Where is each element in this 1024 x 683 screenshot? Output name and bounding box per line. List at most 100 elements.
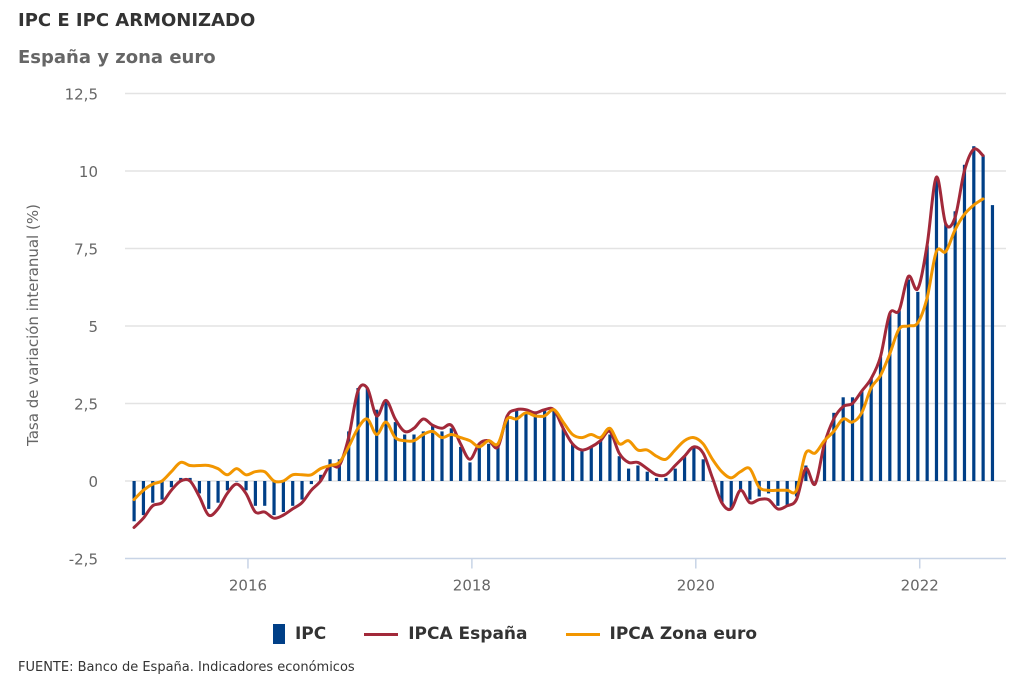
bar — [654, 477, 659, 481]
bar — [571, 443, 575, 481]
bar — [253, 481, 257, 506]
bar — [300, 481, 304, 500]
legend: IPC IPCA España IPCA Zona euro — [0, 624, 1024, 644]
bar — [347, 431, 351, 481]
y-tick-label: -2,5 — [69, 551, 98, 569]
bar — [962, 164, 967, 482]
ipc-bars — [132, 146, 995, 522]
line-ipca-espana — [132, 147, 985, 529]
bar — [645, 471, 649, 481]
bar — [403, 434, 407, 481]
source-note: FUENTE: Banco de España. Indicadores eco… — [18, 660, 355, 675]
bar — [309, 481, 313, 485]
legend-item-ipc[interactable]: IPC — [272, 624, 327, 644]
bar — [151, 481, 155, 503]
series-lines — [132, 147, 985, 529]
bar — [785, 481, 789, 506]
bar — [197, 481, 202, 494]
legend-item-ipca-zona-euro[interactable]: IPCA Zona euro — [565, 624, 758, 644]
bar — [580, 450, 584, 481]
bar — [225, 481, 229, 491]
bar — [720, 481, 724, 503]
bar — [804, 465, 808, 481]
bar — [626, 468, 631, 481]
bar — [561, 428, 565, 481]
bar — [141, 481, 146, 516]
bar — [263, 481, 267, 506]
x-axis: 2016 2018 2020 2022 — [125, 557, 1006, 595]
y-tick-label: 0 — [88, 473, 98, 491]
bar — [449, 428, 453, 481]
bar — [477, 446, 481, 481]
bar — [701, 459, 705, 481]
bar — [850, 397, 855, 481]
bar — [487, 443, 491, 481]
bar — [673, 468, 677, 481]
y-tick-label: 12,5 — [65, 86, 98, 104]
bar — [291, 481, 295, 506]
y-tick-label: 5 — [88, 318, 98, 336]
y-axis-label: Tasa de variación interanual (%) — [24, 204, 42, 447]
bar — [543, 409, 547, 481]
bar — [421, 431, 425, 481]
bar — [990, 205, 995, 481]
y-tick-label: 7,5 — [74, 241, 98, 259]
bar — [916, 291, 920, 481]
x-tick-label: 2018 — [453, 577, 491, 595]
bar — [608, 434, 612, 481]
bar — [412, 434, 416, 481]
x-tick-label: 2022 — [901, 577, 939, 595]
bar — [552, 409, 556, 481]
bar — [281, 481, 285, 512]
y-tick-label: 10 — [79, 163, 98, 181]
bar — [617, 456, 621, 481]
bar — [748, 481, 752, 500]
bar — [216, 481, 220, 503]
bar — [776, 481, 780, 506]
y-axis-ticks: -2,5 0 2,5 5 7,5 10 12,5 — [65, 86, 98, 569]
bar — [431, 425, 435, 481]
bar — [682, 456, 687, 481]
bar — [878, 357, 883, 481]
bar — [981, 155, 985, 481]
bar — [235, 481, 239, 482]
legend-label: IPC — [294, 624, 327, 644]
bar — [664, 477, 668, 481]
chart-subtitle: España y zona euro — [18, 47, 216, 68]
bar — [365, 388, 369, 481]
bar — [375, 409, 379, 481]
x-tick-label: 2016 — [229, 577, 267, 595]
y-tick-label: 2,5 — [74, 396, 98, 414]
legend-label: IPCA Zona euro — [609, 624, 758, 644]
x-tick-label: 2020 — [677, 577, 715, 595]
gridlines — [125, 92, 1006, 482]
bar — [869, 378, 873, 481]
bar — [599, 440, 603, 481]
bar — [944, 223, 948, 481]
bar — [832, 412, 836, 481]
bar — [244, 481, 248, 491]
bar — [459, 446, 463, 481]
bar — [841, 397, 845, 481]
bar — [319, 474, 323, 481]
bar — [906, 279, 911, 481]
chart-title: IPC E IPC ARMONIZADO — [18, 10, 256, 31]
bar — [888, 313, 892, 481]
bar — [328, 459, 332, 481]
bar — [393, 422, 397, 481]
bar — [589, 446, 593, 481]
bar — [897, 310, 901, 481]
legend-line-swatch-icon — [364, 632, 399, 636]
bar — [496, 446, 500, 481]
line-ipca-zona-euro — [132, 197, 985, 502]
bar — [934, 177, 939, 481]
bar — [515, 409, 519, 481]
legend-line-swatch-icon — [565, 632, 600, 636]
legend-bar-swatch-icon — [272, 624, 285, 644]
bar — [132, 481, 136, 522]
bar — [822, 440, 827, 481]
bar — [272, 481, 276, 516]
legend-item-ipca-espana[interactable]: IPCA España — [364, 624, 528, 644]
bar — [356, 388, 360, 481]
